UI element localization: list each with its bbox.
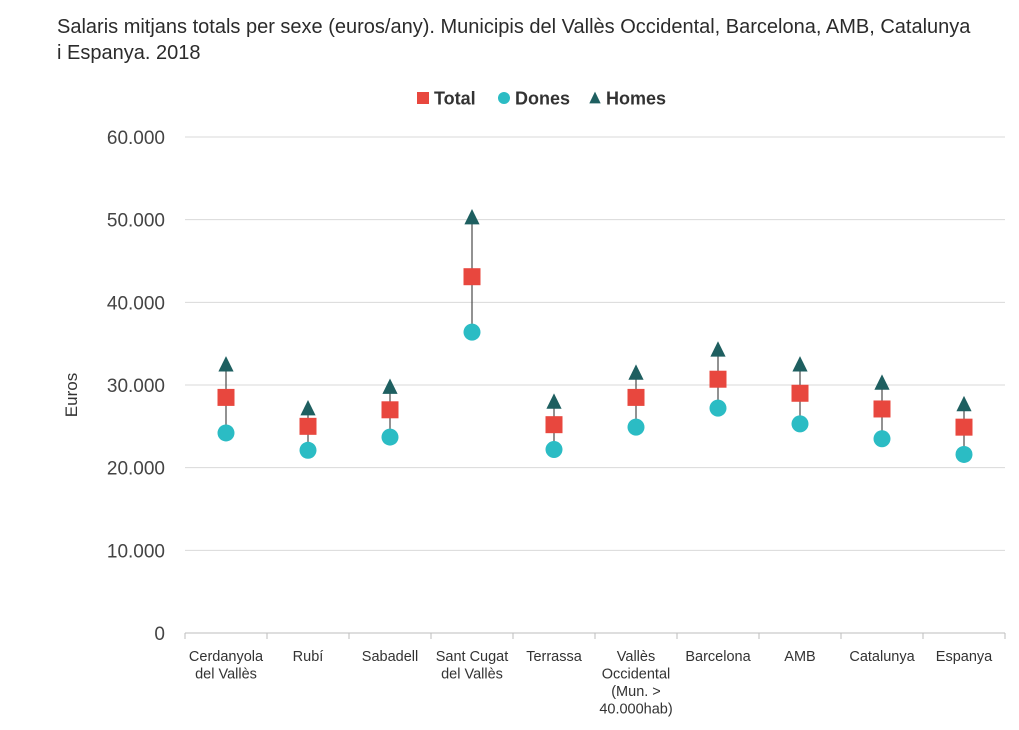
- point-dones: [627, 418, 645, 436]
- point-total: [627, 388, 645, 406]
- range-connectors: [225, 217, 965, 455]
- point-total: [873, 400, 891, 418]
- y-axis-label: Euros: [62, 373, 81, 417]
- x-tick-label: Rubí: [293, 649, 324, 665]
- point-dones: [381, 428, 399, 446]
- point-homes: [218, 356, 234, 372]
- y-axis-ticks: 0 10.000 20.000 30.000 40.000 50.000 60.000: [107, 128, 165, 645]
- legend-label-dones: Dones: [515, 89, 570, 109]
- point-dones: [709, 399, 727, 417]
- x-tick-label: Espanya: [936, 649, 993, 665]
- point-total: [955, 418, 973, 436]
- y-tick-label: 20.000: [107, 459, 165, 480]
- point-total: [545, 416, 563, 434]
- data-marks: [217, 208, 973, 463]
- point-total: [791, 384, 809, 402]
- point-dones: [217, 424, 235, 442]
- x-tick-label: Cerdanyola: [189, 649, 264, 665]
- legend-marker-dones: [498, 92, 510, 104]
- x-tick-label: Sabadell: [362, 649, 418, 665]
- point-homes: [710, 341, 726, 357]
- x-tick-label: Terrassa: [526, 649, 583, 665]
- y-tick-label: 50.000: [107, 211, 165, 232]
- x-tick-label: (Mun. >: [611, 684, 661, 700]
- point-homes: [464, 208, 480, 225]
- y-tick-label: 10.000: [107, 541, 165, 562]
- point-dones: [955, 445, 973, 463]
- point-total: [299, 417, 317, 435]
- chart-title: Salaris mitjans totals per sexe (euros/a…: [57, 16, 971, 64]
- gridlines: [184, 136, 1006, 639]
- x-tick-label: Barcelona: [685, 649, 751, 665]
- point-homes: [382, 378, 398, 394]
- y-tick-label: 30.000: [107, 376, 165, 397]
- x-tick-label: Vallès: [617, 649, 655, 665]
- point-dones: [463, 323, 481, 341]
- point-homes: [956, 395, 972, 412]
- legend-label-total: Total: [434, 89, 476, 109]
- x-tick-label: 40.000hab): [599, 702, 672, 718]
- y-tick-label: 60.000: [107, 128, 165, 149]
- point-homes: [874, 374, 890, 390]
- legend-marker-total: [417, 92, 429, 104]
- y-tick-label: 0: [154, 624, 165, 645]
- x-tick-label: Sant Cugat: [436, 649, 509, 665]
- point-total: [709, 370, 727, 388]
- y-tick-label: 40.000: [107, 293, 165, 314]
- point-total: [463, 268, 481, 286]
- point-homes: [300, 399, 316, 416]
- x-tick-label: Catalunya: [849, 649, 915, 665]
- point-homes: [792, 356, 808, 372]
- x-tick-label: del Vallès: [195, 667, 257, 683]
- point-total: [217, 388, 235, 406]
- x-axis-labels: Cerdanyola del Vallès Rubí Sabadell Sant Cug…: [189, 649, 993, 718]
- point-dones: [791, 415, 809, 433]
- legend-marker-homes: [589, 91, 601, 104]
- point-total: [381, 401, 399, 419]
- legend-label-homes: Homes: [606, 89, 666, 109]
- point-dones: [299, 441, 317, 459]
- legend: Total Dones Homes: [417, 89, 666, 109]
- x-tick-label: AMB: [784, 649, 815, 665]
- x-tick-label: del Vallès: [441, 667, 503, 683]
- point-homes: [628, 364, 644, 380]
- point-dones: [545, 440, 563, 458]
- point-dones: [873, 430, 891, 448]
- point-homes: [546, 393, 562, 409]
- x-tick-label: Occidental: [602, 667, 671, 683]
